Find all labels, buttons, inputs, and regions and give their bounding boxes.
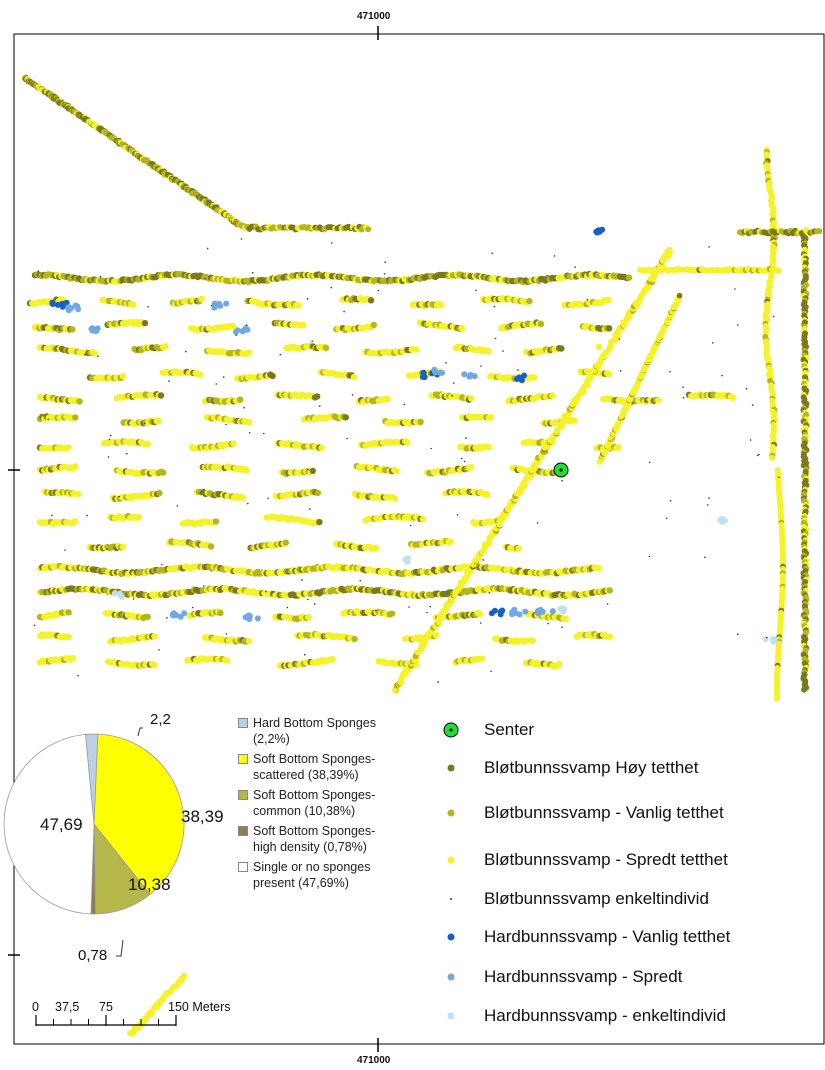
dot-symbol-icon	[440, 1005, 462, 1027]
pie-legend-swatch	[238, 826, 248, 836]
pie-label-high: 0,78	[78, 947, 107, 964]
pie-legend-line1: Hard Bottom Sponges	[253, 716, 376, 730]
center-point[interactable]	[553, 462, 569, 478]
pie-legend-line2: high density (0,78%)	[253, 840, 367, 854]
dot-symbol-icon	[440, 966, 462, 988]
legend-label: Bløtbunnssvamp enkeltindivid	[484, 889, 709, 908]
scale-label-0: 0	[32, 1000, 39, 1014]
legend-label: Hardbunnssvamp - enkeltindivid	[484, 1006, 726, 1025]
pie-label-common: 10,38	[128, 875, 171, 894]
pie-legend-line2: scattered (38,39%)	[253, 768, 359, 782]
pie-legend-item-high: Soft Bottom Sponges-high density (0,78%)	[238, 823, 375, 855]
pie-legend-swatch	[238, 718, 248, 728]
legend-label: Bløtbunnssvamp - Vanlig tetthet	[484, 803, 724, 822]
pie-legend-item-common: Soft Bottom Sponges-common (10,38%)	[238, 787, 375, 819]
pie-legend-line1: Soft Bottom Sponges-	[253, 752, 376, 766]
legend-item-center[interactable]: Senter	[440, 715, 534, 745]
legend-item-hard-single[interactable]: Hardbunnssvamp - enkeltindivid	[440, 1001, 726, 1031]
legend-item-soft-single[interactable]: Bløtbunnssvamp enkeltindivid	[440, 884, 709, 914]
dot-symbol-icon	[440, 757, 462, 779]
pie-legend-item-scattered: Soft Bottom Sponges-scattered (38,39%)	[238, 751, 375, 783]
legend-item-hard-common[interactable]: Hardbunnssvamp - Vanlig tetthet	[440, 922, 730, 952]
center-symbol-icon	[440, 719, 462, 741]
legend-item-soft-high-density[interactable]: Bløtbunnssvamp Høy tetthet	[440, 753, 698, 783]
legend-label: Hardbunnssvamp - Spredt	[484, 967, 683, 986]
legend-label: Hardbunnssvamp - Vanlig tetthet	[484, 927, 731, 946]
legend-item-soft-common[interactable]: Bløtbunnssvamp - Vanlig tetthet	[440, 798, 724, 828]
pie-leader-hard	[137, 727, 143, 737]
pie-legend-swatch	[238, 790, 248, 800]
dot-symbol-icon	[440, 802, 462, 824]
pie-label-single: 47,69	[40, 815, 83, 834]
pie-legend-swatch	[238, 754, 248, 764]
legend-label: Bløtbunnssvamp Høy tetthet	[484, 758, 699, 777]
dot-symbol-icon	[440, 849, 462, 871]
legend-label: Bløtbunnssvamp - Spredt tetthet	[484, 850, 728, 869]
pie-legend-line2: common (10,38%)	[253, 804, 356, 818]
pie-chart	[3, 733, 185, 915]
pie-legend-line1: Single or no sponges	[253, 860, 371, 874]
legend-item-soft-scattered[interactable]: Bløtbunnssvamp - Spredt tetthet	[440, 845, 728, 875]
legend-label-center: Senter	[484, 720, 535, 739]
pie-legend-item-hard: Hard Bottom Sponges (2,2%)	[238, 715, 376, 747]
pie-legend-item-single: Single or no sponges present (47,69%)	[238, 859, 370, 891]
pie-legend-swatch	[238, 862, 248, 872]
sponge-observation-tracks	[21, 74, 823, 1037]
dot-symbol-icon	[440, 926, 462, 948]
pie-label-hard: 2,2	[150, 711, 171, 728]
pie-slice-single	[3, 733, 95, 915]
coordinate-label-bottom: 471000	[357, 1055, 391, 1066]
pie-legend-line2: (2,2%)	[253, 732, 290, 746]
scale-label-150: 150 Meters	[168, 1000, 231, 1014]
scale-label-75: 75	[99, 1000, 113, 1014]
pie-legend-line1: Soft Bottom Sponges-	[253, 788, 376, 802]
legend-item-hard-scattered[interactable]: Hardbunnssvamp - Spredt	[440, 962, 682, 992]
pie-legend-line1: Soft Bottom Sponges-	[253, 824, 376, 838]
scale-bar: 0 37,5 75 150 Meters	[32, 1000, 231, 1026]
coordinate-label-top: 471000	[357, 11, 391, 22]
pie-label-scattered: 38,39	[181, 807, 224, 826]
scale-label-37-5: 37,5	[55, 1000, 79, 1014]
pie-leader-high	[116, 939, 124, 957]
pie-slice-scattered	[93, 733, 185, 896]
pie-legend-line2: present (47,69%)	[253, 876, 349, 890]
dot-symbol-icon	[440, 888, 462, 910]
